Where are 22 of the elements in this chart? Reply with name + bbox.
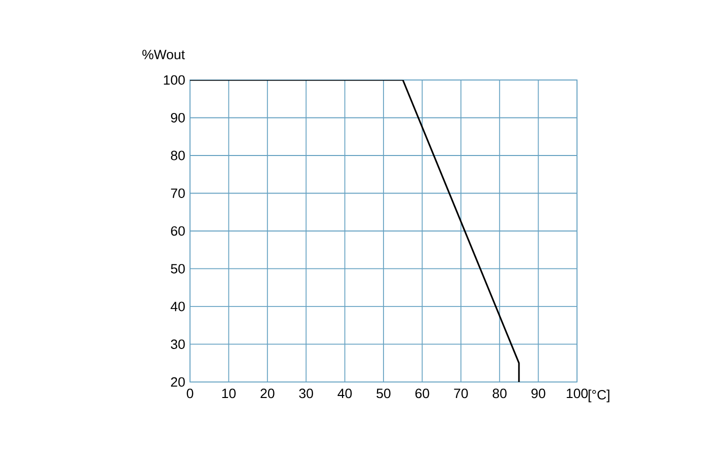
y-tick-label: 90 bbox=[170, 112, 185, 122]
y-tick-label: 40 bbox=[170, 302, 185, 312]
x-tick-label: 50 bbox=[376, 388, 390, 398]
x-tick-label: 30 bbox=[299, 388, 314, 398]
y-tick-label: 70 bbox=[171, 188, 185, 198]
x-tick-label: 100 bbox=[566, 388, 588, 398]
y-tick-label: 50 bbox=[170, 264, 185, 274]
x-tick-label: 90 bbox=[531, 388, 546, 398]
y-tick-label: 20 bbox=[171, 377, 185, 387]
y-tick-label: 100 bbox=[164, 75, 185, 85]
y-tick-label: 60 bbox=[171, 226, 185, 236]
x-tick-label: 70 bbox=[454, 388, 468, 398]
x-tick-label: 20 bbox=[260, 388, 274, 398]
x-tick-label: 60 bbox=[415, 388, 430, 398]
y-tick-label: 80 bbox=[170, 150, 185, 160]
x-tick-label: 80 bbox=[492, 388, 507, 398]
x-axis-title: [°C] bbox=[588, 390, 610, 402]
y-tick-label: 30 bbox=[170, 339, 185, 349]
y-axis-title: %Wout bbox=[142, 50, 185, 60]
x-tick-label: 40 bbox=[338, 388, 352, 398]
x-tick-label: 10 bbox=[222, 388, 236, 398]
x-tick-label: 0 bbox=[186, 388, 194, 398]
